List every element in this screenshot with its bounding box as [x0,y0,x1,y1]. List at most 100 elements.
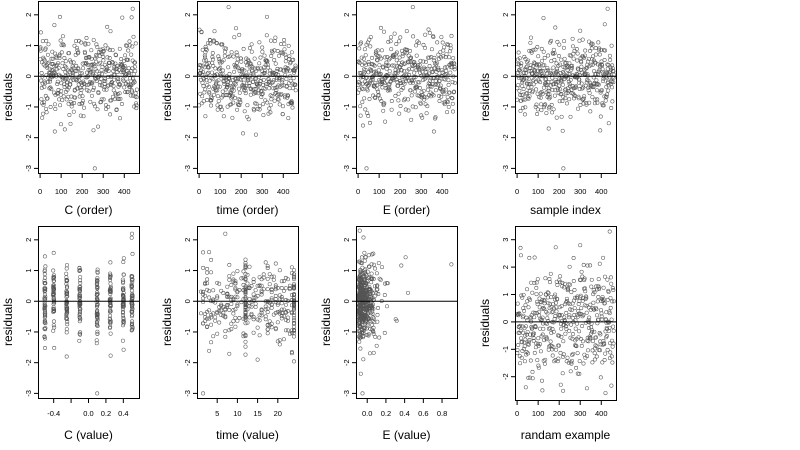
y-tick-label: -1 [501,104,510,111]
data-point [357,334,361,339]
data-point [366,304,371,309]
data-point [579,337,583,341]
data-point [40,115,45,120]
data-point [572,48,577,53]
data-point [364,42,369,47]
data-point [249,42,254,47]
y-tick-label: 2 [24,238,33,242]
data-point [565,63,570,68]
data-point [96,124,101,129]
data-point [45,96,50,101]
data-point [406,97,411,102]
data-point [90,80,95,85]
data-point [45,61,50,66]
data-point [255,106,260,111]
data-point [123,53,128,58]
x-axis-label: sample index [530,203,601,217]
data-point [94,54,99,59]
data-point [433,115,438,120]
data-point [104,107,109,111]
data-point [274,71,279,76]
data-point [552,51,557,56]
data-point [599,47,604,52]
data-point [559,114,564,119]
data-point [518,245,523,250]
data-point [79,40,84,45]
data-point [121,296,126,301]
data-point [123,90,128,94]
data-point [269,305,274,310]
data-point [212,85,217,90]
data-point [563,331,568,336]
data-point [97,80,102,85]
plot-frame [515,226,617,401]
data-point [392,63,397,68]
data-point [221,58,226,63]
data-point [406,108,411,113]
data-point [571,44,575,49]
data-point [588,263,593,268]
data-point [361,56,366,61]
data-point [382,55,387,60]
data-point [282,38,287,42]
data-point [521,346,526,351]
data-point [368,311,373,316]
data-point [210,70,214,75]
data-point [71,66,76,71]
data-point [578,293,583,298]
data-point [452,61,457,66]
data-point [401,86,406,90]
data-point [279,313,284,318]
data-point [445,42,450,47]
data-point [209,96,214,101]
data-point [427,30,432,35]
data-point [605,297,610,302]
data-point [48,105,53,109]
data-point [215,107,220,112]
data-point [83,42,88,47]
data-point [569,290,574,295]
data-point [292,274,296,279]
data-point [116,77,121,82]
data-point [52,129,57,134]
data-point [125,90,130,95]
data-point [86,89,91,94]
data-point [556,356,561,361]
data-point [104,68,109,72]
data-point [225,303,230,307]
data-point [447,55,452,60]
data-point [365,88,370,93]
y-tick-label: 1 [183,43,192,47]
data-point [573,343,578,348]
data-point [418,58,423,63]
data-point [576,309,581,313]
data-point [247,304,252,309]
data-point [365,293,370,298]
data-point [292,334,296,339]
data-point [201,299,206,304]
data-point [367,287,372,292]
data-point [235,289,240,294]
data-point [134,106,139,111]
data-point [410,104,415,109]
data-point [371,276,376,281]
data-point [382,293,387,297]
data-point [95,107,100,112]
data-point [242,83,247,88]
data-point [292,359,296,364]
data-point [220,68,225,73]
data-point [518,69,523,74]
point-cloud [199,231,296,396]
data-point [215,41,219,46]
data-point [292,283,296,288]
data-point [563,96,568,101]
data-point [579,269,584,274]
y-tick-label: 2 [342,13,351,17]
data-point [108,292,113,296]
data-point [589,41,594,46]
data-point [58,38,63,43]
data-point [596,40,601,45]
data-point [134,101,139,106]
data-point [527,94,532,99]
